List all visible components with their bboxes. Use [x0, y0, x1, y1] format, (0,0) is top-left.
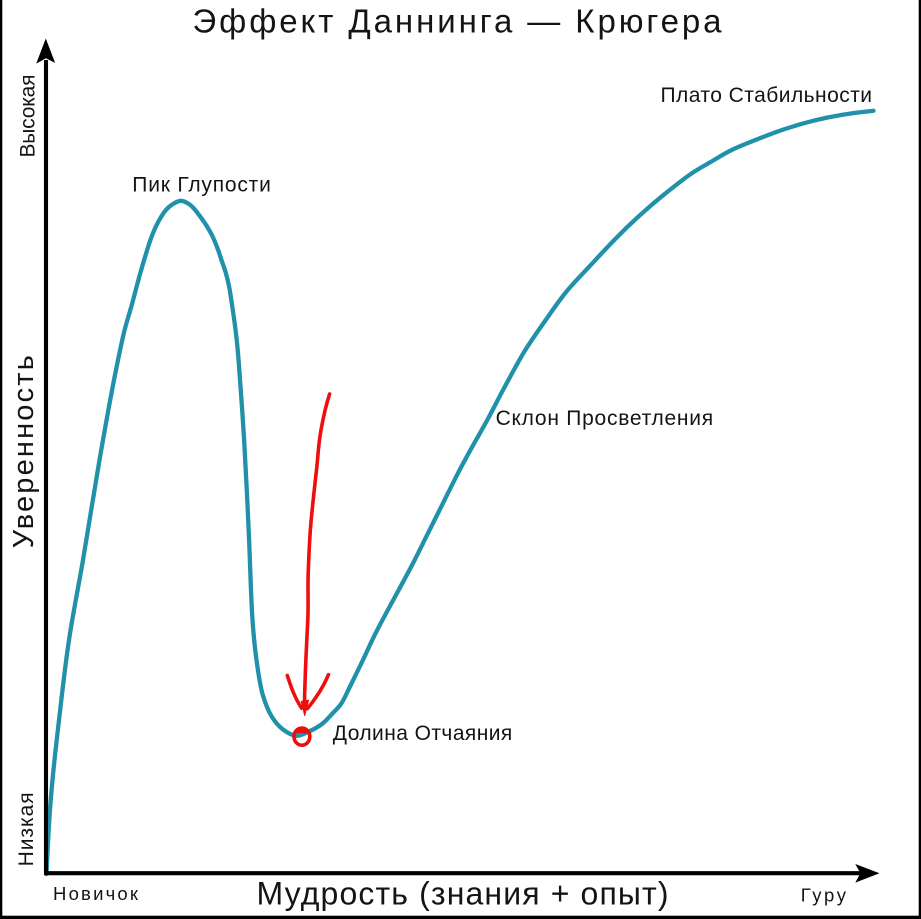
svg-text:Пик Глупости: Пик Глупости [132, 173, 270, 196]
svg-text:Долина Отчаяния: Долина Отчаяния [333, 722, 513, 745]
svg-text:Плато Стабильности: Плато Стабильности [661, 84, 873, 107]
svg-text:Низкая: Низкая [15, 792, 38, 866]
svg-text:Уверенность: Уверенность [8, 355, 40, 548]
svg-text:Высокая: Высокая [17, 75, 40, 158]
svg-text:Мудрость (знания + опыт): Мудрость (знания + опыт) [257, 876, 669, 912]
svg-text:Новичок: Новичок [53, 883, 139, 904]
svg-text:Гуру: Гуру [801, 884, 847, 905]
svg-text:Склон Просветления: Склон Просветления [496, 407, 713, 430]
